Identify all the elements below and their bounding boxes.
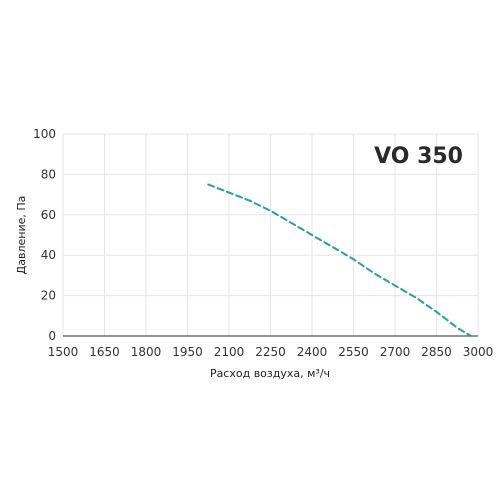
x-tick-label: 1650	[89, 345, 120, 359]
y-tick-label: 60	[41, 208, 56, 222]
x-tick-label: 3000	[463, 345, 494, 359]
chart-title: VO 350	[374, 144, 463, 169]
y-tick-label: 20	[41, 289, 56, 303]
grid	[62, 133, 479, 337]
x-tick-label: 2100	[214, 345, 245, 359]
series-line	[207, 183, 473, 337]
y-tick-label: 100	[33, 127, 56, 141]
series-layer	[207, 183, 473, 337]
x-tick-label: 2400	[297, 345, 328, 359]
x-tick-label: 1950	[172, 345, 203, 359]
x-tick-label: 2550	[338, 345, 369, 359]
y-tick-label: 40	[41, 248, 56, 262]
y-tick-label: 0	[48, 329, 56, 343]
tick-labels: 1500 1650 1800 1950 2100 2250 2400 2550 2700 2850…	[33, 127, 493, 359]
x-tick-label: 2700	[380, 345, 411, 359]
x-tick-label: 2850	[421, 345, 452, 359]
x-tick-label: 1500	[48, 345, 79, 359]
y-tick-label: 80	[41, 167, 56, 181]
x-tick-label: 2250	[255, 345, 286, 359]
x-tick-label: 1800	[131, 345, 162, 359]
x-axis-title: Расход воздуха, м³/ч	[210, 367, 330, 380]
y-axis-title: Давление, Па	[15, 196, 28, 275]
